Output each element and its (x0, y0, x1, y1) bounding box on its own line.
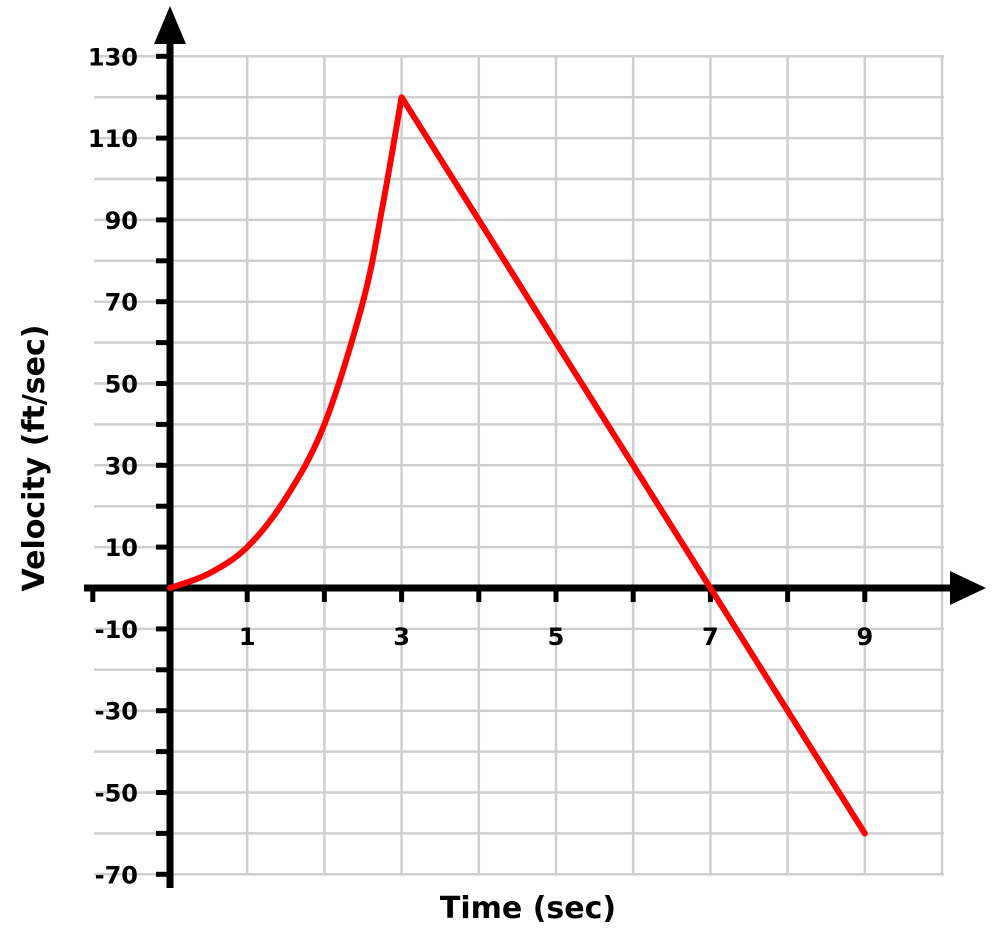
x-tick-label: 3 (393, 623, 410, 651)
tick-labels: 130 110 90 70 50 30 10 -10 -30 -50 -70 1 3 5 7 9 (88, 43, 873, 889)
x-tick-label: 9 (856, 623, 873, 651)
x-tick-label: 1 (239, 623, 256, 651)
y-tick-label: -50 (95, 780, 138, 808)
y-tick-label: 70 (105, 289, 138, 317)
y-axis-title: Velocity (ft/sec) (17, 325, 52, 592)
y-tick-label: -10 (95, 616, 138, 644)
x-tick-label: 5 (548, 623, 565, 651)
x-axis-arrow (950, 571, 986, 605)
y-tick-label: -30 (95, 698, 138, 726)
y-tick-label: 130 (88, 43, 138, 71)
y-tick-label: 90 (105, 207, 138, 235)
data-points (169, 97, 865, 834)
y-axis-arrow (154, 6, 186, 44)
y-tick-label: 50 (105, 371, 138, 399)
y-tick-label: 30 (105, 452, 138, 480)
tick-marks (90, 53, 868, 877)
y-tick-label: 10 (105, 534, 138, 562)
y-tick-label: 110 (88, 125, 138, 153)
x-axis-title: Time (sec) (440, 891, 616, 926)
x-tick-label: 7 (702, 623, 719, 651)
y-tick-label: -70 (95, 861, 138, 889)
grid-lines (94, 55, 944, 876)
